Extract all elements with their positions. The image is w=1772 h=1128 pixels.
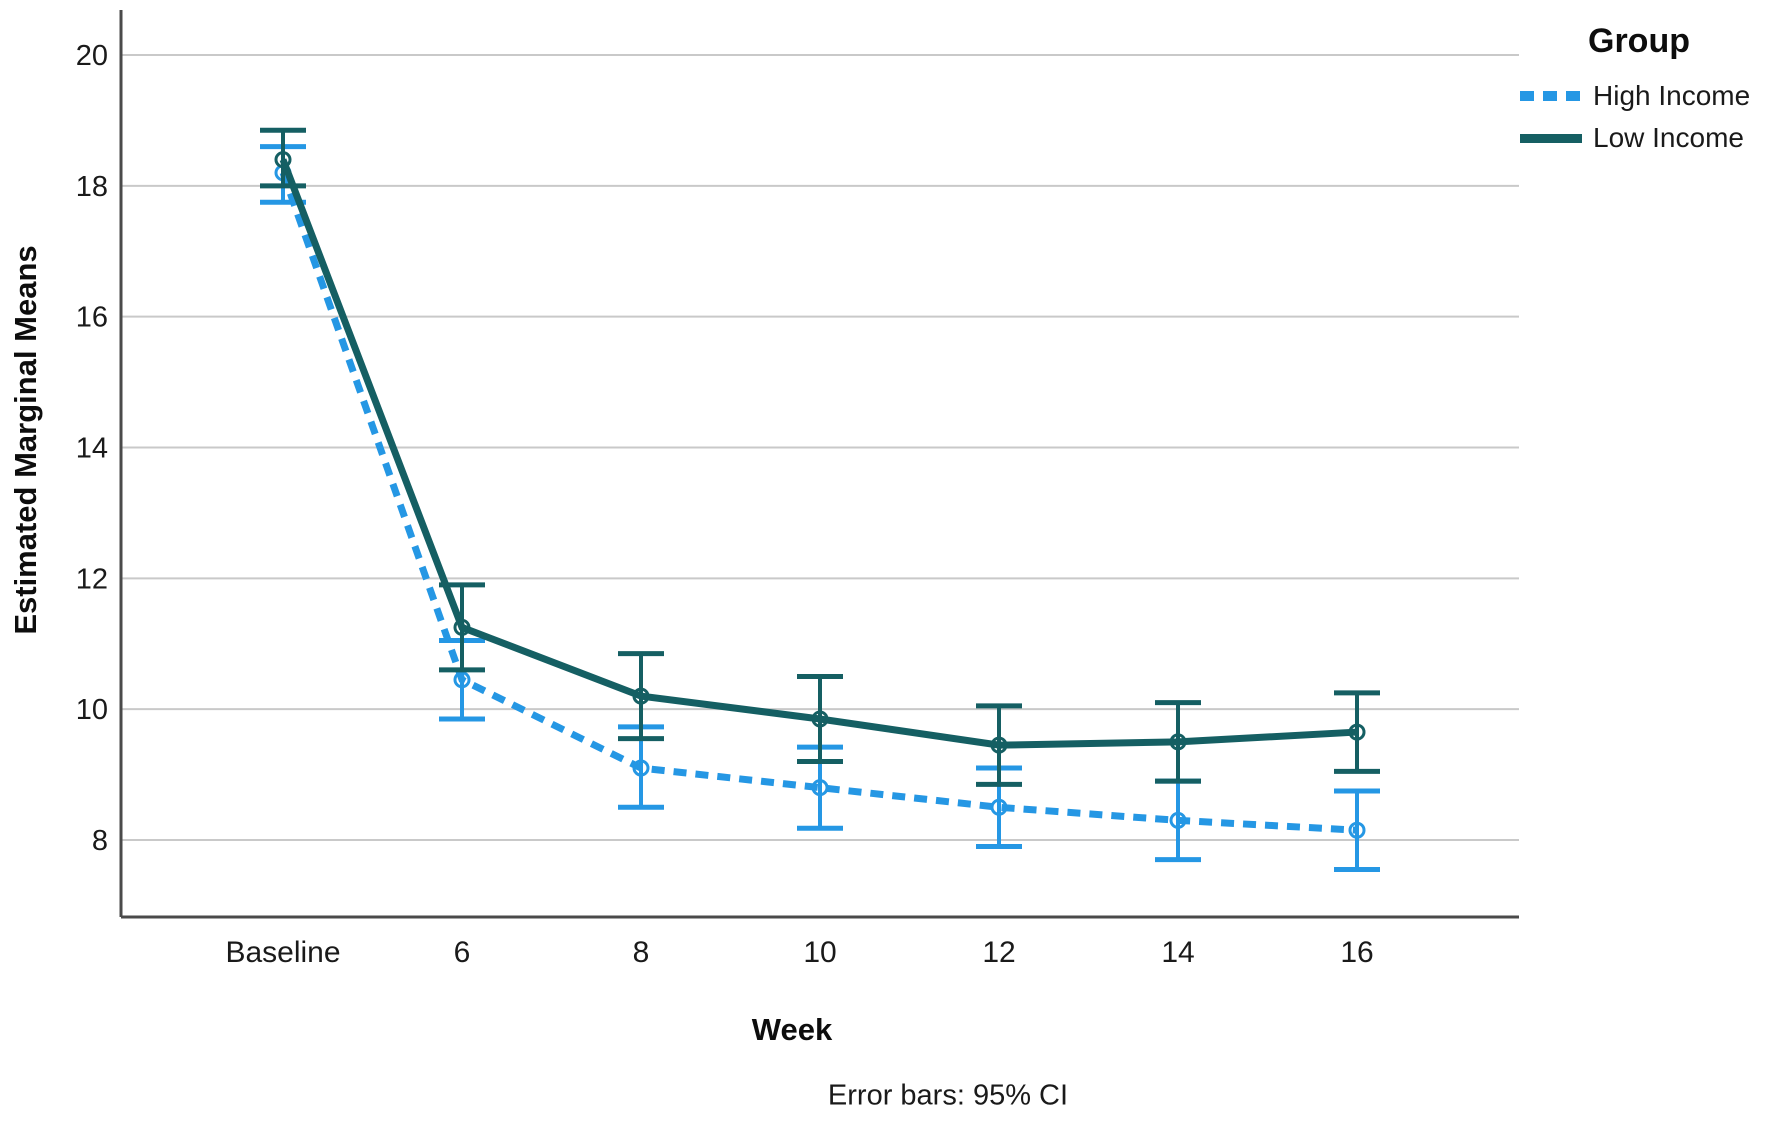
x-tick-label: 12 (982, 936, 1015, 969)
y-tick-label: 18 (76, 171, 108, 203)
x-tick-label: 6 (454, 936, 471, 969)
data-point-marker (811, 710, 829, 728)
legend-item-high-income: High Income (1512, 79, 1770, 113)
low-income-line-swatch (1520, 133, 1582, 143)
legend-label: High Income (1593, 80, 1751, 111)
series-low-income (260, 127, 1380, 787)
data-point-marker (632, 687, 650, 705)
data-point-marker (990, 736, 1008, 754)
y-tick-label: 10 (76, 694, 108, 726)
data-point-marker (453, 618, 471, 636)
x-tick-label: 16 (1340, 936, 1373, 969)
legend-title: Group (1588, 22, 1690, 60)
y-tick-label: 14 (76, 433, 108, 465)
y-tick-label: 8 (92, 825, 108, 857)
y-tick-label: 16 (76, 302, 108, 334)
x-tick-label: Baseline (225, 936, 340, 969)
data-point-marker (811, 779, 829, 797)
error-bars-footnote: Error bars: 95% CI (827, 1079, 1069, 1112)
y-tick-label: 20 (76, 40, 108, 72)
x-tick-label: 8 (633, 936, 650, 969)
data-point-marker (990, 798, 1008, 816)
y-axis-title: Estimated Marginal Means (8, 245, 43, 635)
data-point-marker (632, 759, 650, 777)
data-point-marker (1169, 811, 1187, 829)
legend: Group High Income Low Income (1512, 22, 1770, 163)
y-tick-label: 12 (76, 563, 108, 595)
data-point-marker (453, 671, 471, 689)
data-point-marker (274, 151, 292, 169)
x-tick-label: 14 (1161, 936, 1194, 969)
data-point-marker (1348, 821, 1366, 839)
series-line (279, 171, 1358, 834)
legend-label: Low Income (1593, 122, 1744, 153)
data-point-marker (1348, 723, 1366, 741)
x-axis-title: Week (751, 1012, 833, 1047)
series-line (279, 158, 1358, 749)
data-point-marker (1169, 733, 1187, 751)
legend-item-low-income: Low Income (1512, 121, 1770, 155)
x-tick-label: 10 (803, 936, 836, 969)
high-income-line-swatch (1520, 91, 1582, 101)
